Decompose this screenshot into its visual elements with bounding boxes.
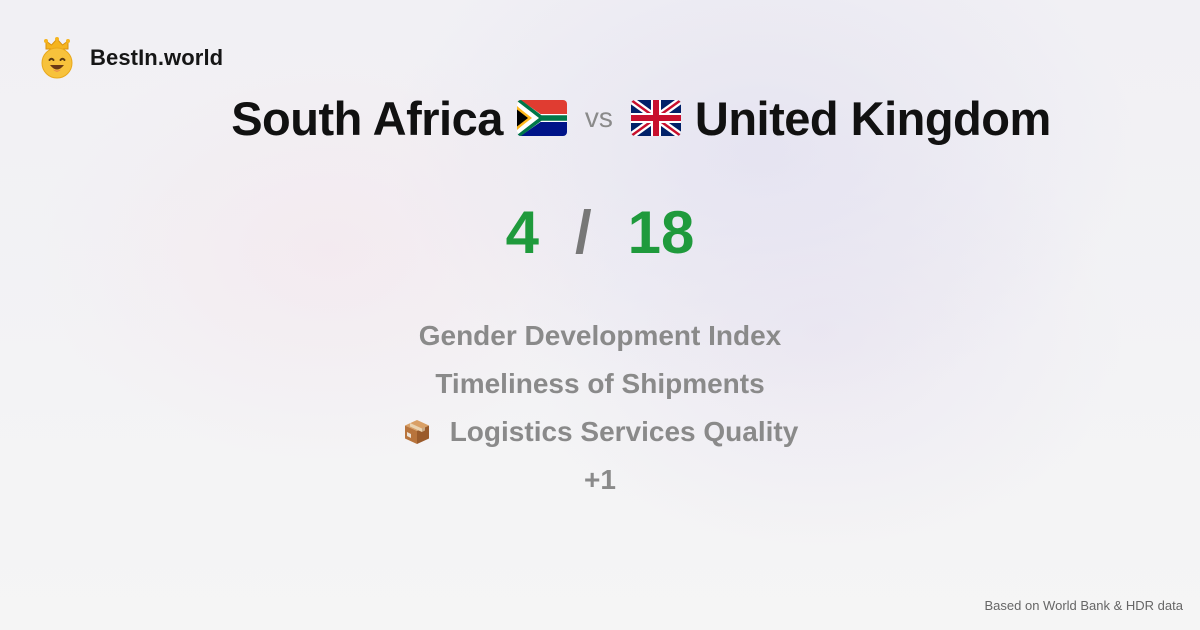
south-africa-flag-icon <box>516 100 567 136</box>
right-country-name: United Kingdom <box>694 91 1051 145</box>
metric-label: Timeliness of Shipments <box>435 368 765 399</box>
metric-item: Gender Development Index <box>419 312 782 360</box>
crowned-smiley-icon <box>41 37 73 79</box>
left-country-name: South Africa <box>231 91 503 145</box>
metric-item: Logistics Services Quality <box>402 408 799 456</box>
left-score: 4 <box>505 198 539 266</box>
brand[interactable]: BestIn.world <box>38 36 223 80</box>
score-separator: / <box>574 198 592 266</box>
comparison-title: South Africa vs Unite <box>0 86 1200 150</box>
metric-more: +1 <box>584 456 616 504</box>
score: 4 / 18 <box>0 196 1200 268</box>
brand-name: BestIn.world <box>90 45 224 70</box>
metrics-list: Gender Development Index Timeliness of S… <box>0 312 1200 504</box>
metric-item: Timeliness of Shipments <box>435 360 764 408</box>
metric-label: Gender Development Index <box>418 320 782 351</box>
right-score: 18 <box>627 198 695 266</box>
package-icon <box>404 420 429 444</box>
metric-label: Logistics Services Quality <box>449 416 799 447</box>
data-source-note: Based on World Bank & HDR data <box>984 598 1183 613</box>
vs-label: vs <box>584 102 613 133</box>
united-kingdom-flag-icon <box>630 100 681 136</box>
metric-more-count: +1 <box>584 464 616 495</box>
